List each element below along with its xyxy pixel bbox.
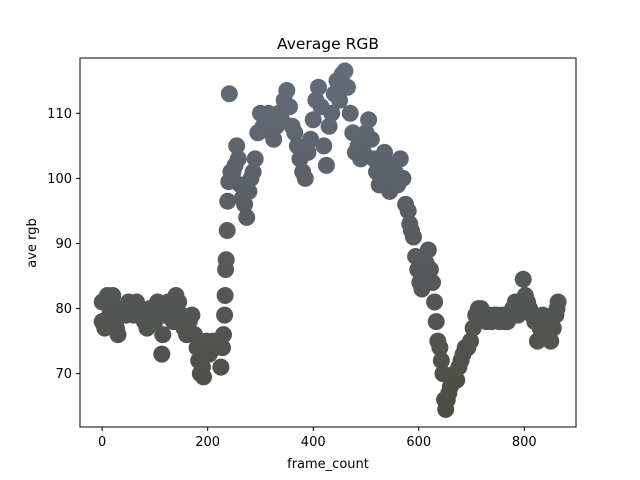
data-point-59 [217, 251, 235, 269]
data-point-166 [462, 332, 479, 350]
y-tick-label: 80 [55, 302, 72, 317]
data-point-167 [464, 319, 482, 337]
y-axis-ticks: 70 80 90 100 110 [47, 107, 80, 382]
data-point-103 [317, 156, 335, 174]
data-point-198 [544, 319, 562, 337]
y-tick-label: 70 [55, 367, 72, 382]
x-tick-label: 600 [406, 435, 431, 450]
x-axis-ticks: 0 200 400 600 800 [98, 427, 537, 450]
data-point-71 [236, 195, 254, 213]
data-points [93, 62, 567, 418]
data-point-105 [323, 104, 341, 122]
data-point-53 [212, 358, 230, 376]
data-point-104 [320, 117, 338, 135]
data-point-75 [244, 163, 262, 181]
data-point-68 [229, 150, 247, 168]
data-point-57 [216, 287, 234, 304]
data-point-148 [427, 313, 445, 331]
x-tick-label: 200 [195, 435, 220, 450]
data-point-56 [216, 306, 234, 324]
data-point-108 [331, 91, 349, 109]
data-point-102 [315, 137, 333, 155]
data-point-60 [218, 222, 236, 239]
data-point-97 [302, 130, 320, 148]
y-tick-label: 90 [55, 237, 72, 252]
data-point-201 [549, 293, 567, 311]
data-point-26 [153, 345, 171, 363]
data-point-146 [424, 274, 441, 291]
chart-title: Average RGB [277, 35, 379, 53]
data-point-144 [419, 241, 437, 259]
x-tick-label: 400 [301, 435, 326, 450]
data-point-132 [394, 169, 412, 187]
data-point-160 [448, 371, 466, 389]
data-point-125 [376, 143, 393, 161]
data-point-134 [399, 202, 417, 220]
data-point-197 [542, 332, 560, 350]
data-point-100 [310, 78, 327, 96]
data-point-96 [299, 143, 317, 161]
data-point-112 [341, 104, 359, 122]
data-point-88 [278, 82, 296, 99]
data-point-98 [304, 111, 322, 129]
data-point-91 [286, 124, 304, 142]
data-point-145 [421, 261, 439, 278]
x-tick-label: 800 [512, 435, 537, 450]
data-point-83 [265, 130, 283, 148]
data-point-33 [170, 293, 188, 311]
data-point-76 [246, 150, 264, 168]
data-point-61 [219, 192, 237, 210]
data-point-72 [238, 208, 256, 226]
data-point-54 [214, 339, 231, 357]
data-point-38 [183, 306, 201, 324]
data-point-73 [240, 182, 258, 200]
plot-frame [79, 57, 577, 428]
data-point-131 [391, 150, 409, 168]
data-point-67 [228, 137, 246, 155]
data-point-44 [195, 368, 212, 386]
x-tick-label: 0 [98, 435, 106, 450]
data-point-186 [514, 270, 532, 288]
data-point-95 [296, 169, 314, 187]
data-point-113 [344, 124, 362, 142]
data-point-111 [339, 78, 356, 96]
data-point-6 [104, 287, 122, 304]
y-tick-label: 100 [47, 172, 72, 187]
data-point-150 [431, 339, 449, 357]
data-point-137 [405, 228, 422, 246]
x-axis-label: frame_count [287, 457, 369, 472]
data-point-27 [154, 326, 172, 344]
data-point-120 [362, 130, 380, 148]
data-point-119 [360, 111, 378, 129]
data-point-9 [109, 326, 127, 344]
data-point-89 [281, 98, 298, 116]
data-point-63 [220, 85, 238, 103]
data-point-110 [336, 62, 354, 80]
data-point-55 [215, 326, 232, 344]
data-point-151 [432, 352, 450, 370]
data-point-147 [426, 293, 444, 311]
y-axis-label: ave rgb [25, 218, 40, 267]
y-tick-label: 110 [47, 107, 72, 122]
